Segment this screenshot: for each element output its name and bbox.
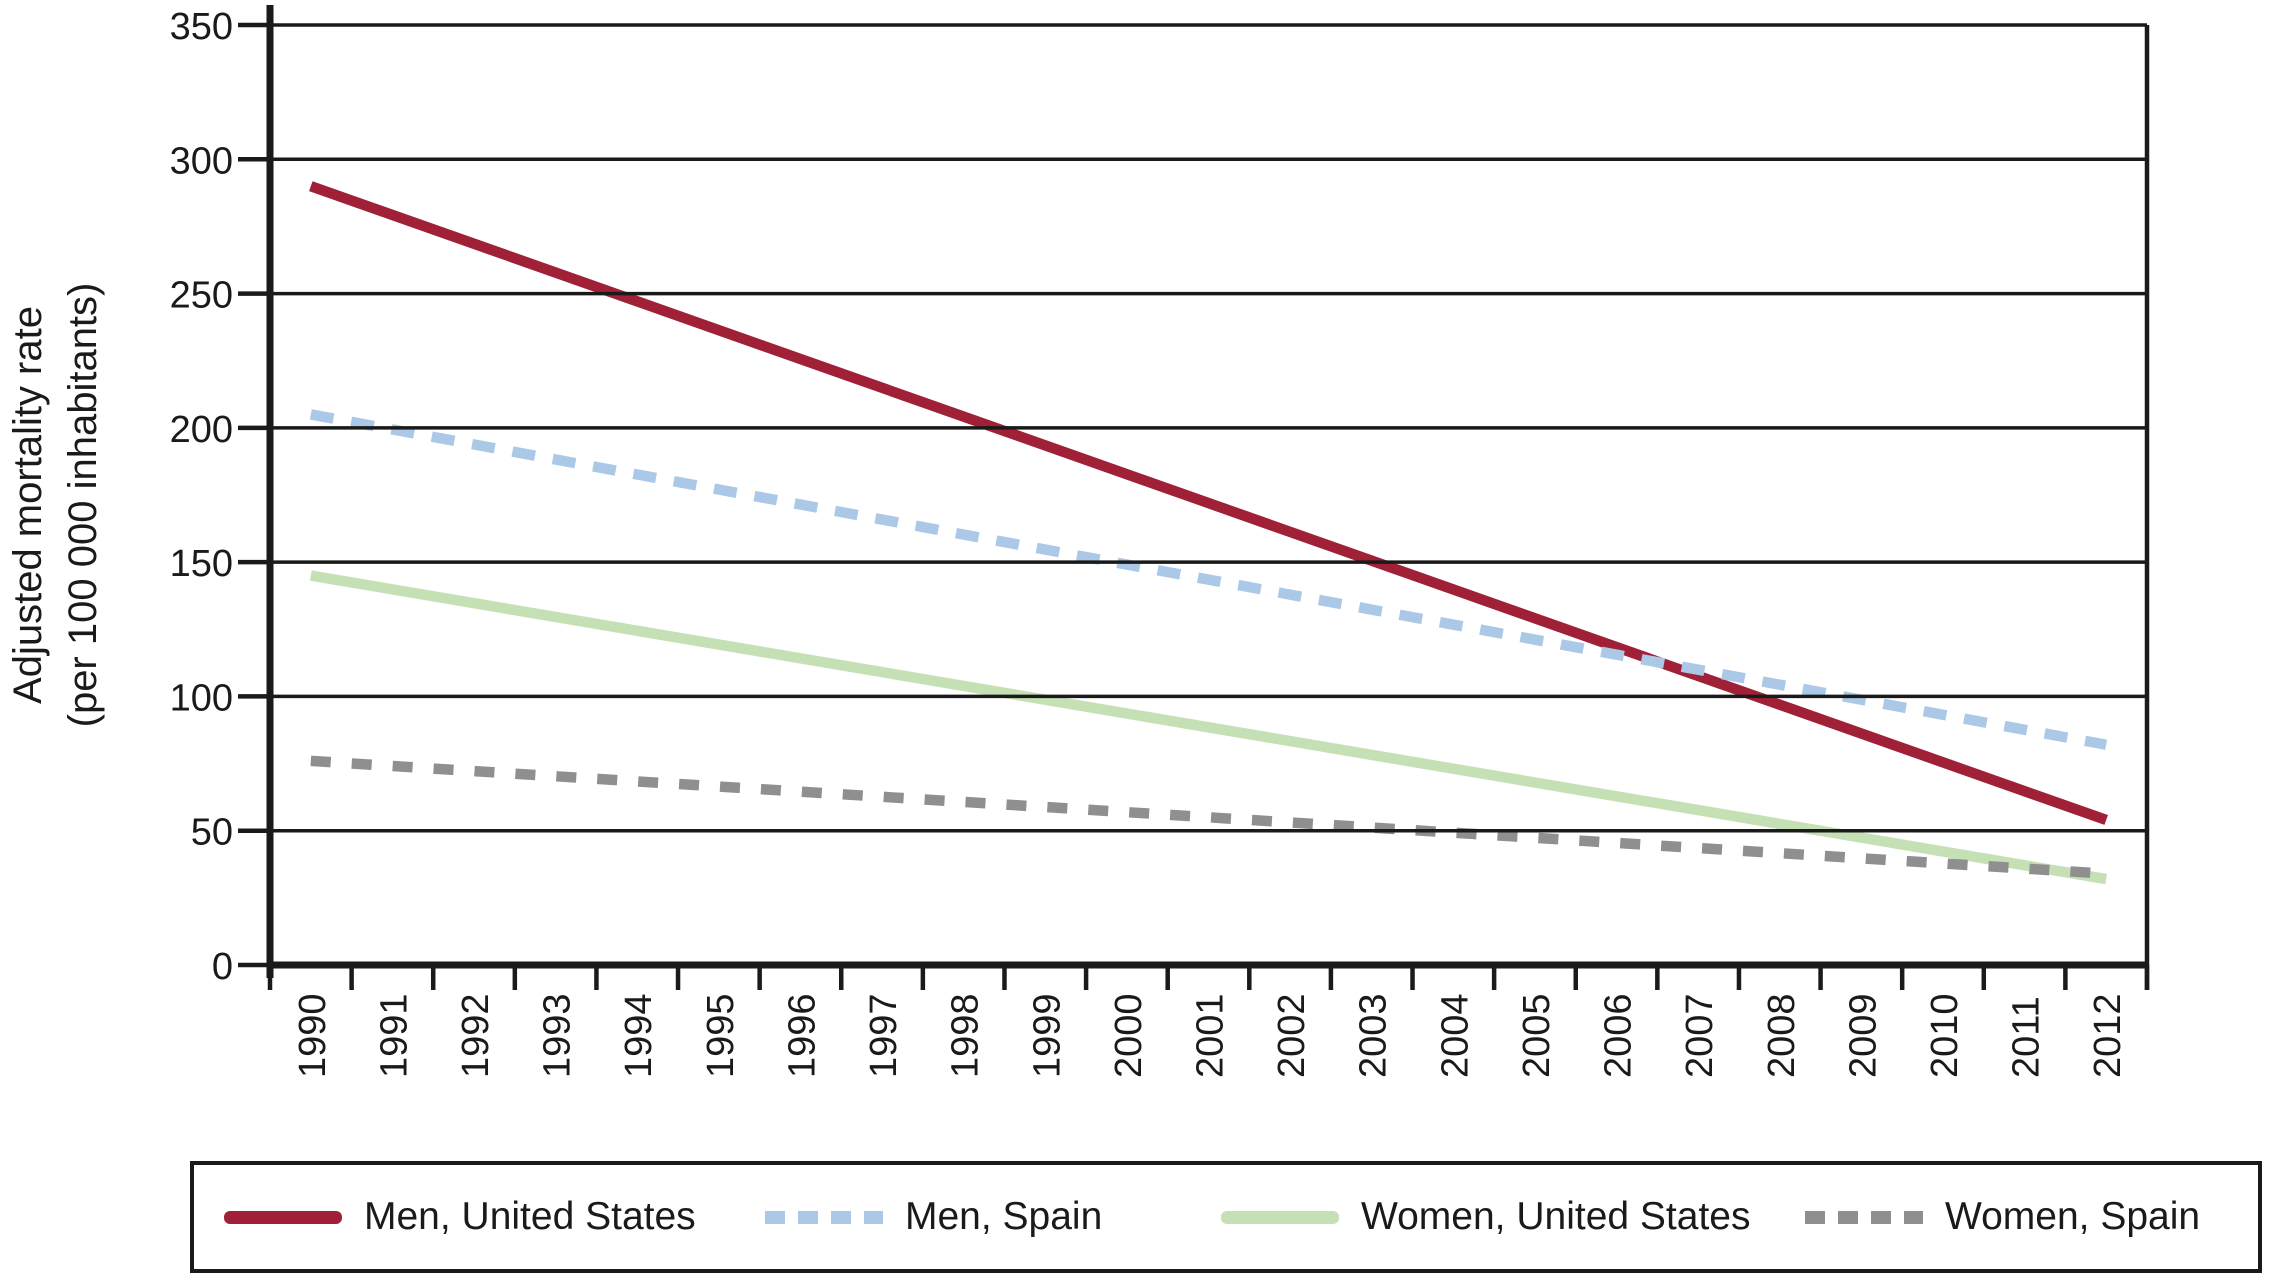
x-tick-label: 1990 bbox=[292, 993, 334, 1078]
y-tick-label: 250 bbox=[170, 275, 233, 317]
y-tick-label: 200 bbox=[170, 409, 233, 451]
y-axis-title-line1: Adjusted mortality rate bbox=[6, 306, 50, 704]
x-tick-label: 2005 bbox=[1516, 993, 1558, 1078]
legend-label: Women, Spain bbox=[1945, 1195, 2201, 1238]
x-tick-label: 2012 bbox=[2087, 993, 2129, 1078]
legend-swatch-solid-line bbox=[224, 1210, 342, 1224]
x-tick-label: 2002 bbox=[1271, 993, 1313, 1078]
x-tick-label: 2001 bbox=[1190, 993, 1232, 1078]
x-tick-label: 2004 bbox=[1434, 993, 1476, 1078]
y-tick-label: 0 bbox=[212, 946, 233, 988]
legend-item-men-united-states: Men, United States bbox=[224, 1195, 696, 1239]
x-tick-label: 2009 bbox=[1842, 993, 1884, 1078]
x-tick-label: 1999 bbox=[1026, 993, 1068, 1078]
axes-layer bbox=[238, 5, 2150, 990]
legend-swatch-dashed-line bbox=[765, 1210, 883, 1224]
series-line-women-united-states bbox=[309, 570, 2108, 885]
y-tick-label: 100 bbox=[170, 677, 233, 719]
legend-label: Women, United States bbox=[1361, 1195, 1751, 1238]
legend-item-men-spain: Men, Spain bbox=[765, 1195, 1102, 1239]
y-tick-label: 350 bbox=[170, 6, 233, 48]
y-tick-label: 300 bbox=[170, 140, 233, 182]
legend-item-women-united-states: Women, United States bbox=[1221, 1195, 1750, 1239]
series-layer bbox=[309, 181, 2108, 885]
x-tick-label: 1995 bbox=[700, 993, 742, 1078]
legend: Men, United States Men, Spain Women, Unite… bbox=[190, 1161, 2262, 1273]
x-tick-label: 1994 bbox=[618, 993, 660, 1078]
x-tick-label: 2007 bbox=[1679, 993, 1721, 1078]
x-tick-label: 2011 bbox=[2006, 996, 2048, 1078]
series-line-women-spain bbox=[310, 755, 2107, 879]
x-tick-label: 1991 bbox=[373, 993, 415, 1078]
x-tick-label: 2010 bbox=[1924, 993, 1966, 1078]
x-tick-label: 1996 bbox=[781, 993, 823, 1078]
legend-swatch-dashed-line bbox=[1805, 1210, 1923, 1224]
series-line-men-spain bbox=[309, 409, 2108, 750]
x-tick-label: 2006 bbox=[1598, 993, 1640, 1078]
legend-label: Men, Spain bbox=[905, 1195, 1103, 1238]
x-tick-label: 2008 bbox=[1761, 993, 1803, 1078]
y-tick-label: 150 bbox=[170, 543, 233, 585]
y-tick-label: 50 bbox=[191, 812, 233, 854]
x-tick-label: 2003 bbox=[1353, 993, 1395, 1078]
x-tick-label: 1993 bbox=[537, 993, 579, 1078]
legend-label: Men, United States bbox=[364, 1195, 696, 1238]
x-tick-label: 1992 bbox=[455, 993, 497, 1078]
y-axis-title-line2: (per 100 000 inhabitants) bbox=[61, 283, 105, 728]
legend-item-women-spain: Women, Spain bbox=[1805, 1195, 2200, 1239]
x-tick-label: 1997 bbox=[863, 993, 905, 1078]
x-tick-label: 1998 bbox=[945, 993, 987, 1078]
series-line-men-united-states bbox=[309, 181, 2108, 825]
x-tick-label: 2000 bbox=[1108, 993, 1150, 1078]
legend-swatch-solid-line bbox=[1221, 1210, 1339, 1224]
tick-labels-layer: 0 50 100 150 200 250 300 350 1990 1991 1992 1993 199… bbox=[170, 6, 2130, 1078]
